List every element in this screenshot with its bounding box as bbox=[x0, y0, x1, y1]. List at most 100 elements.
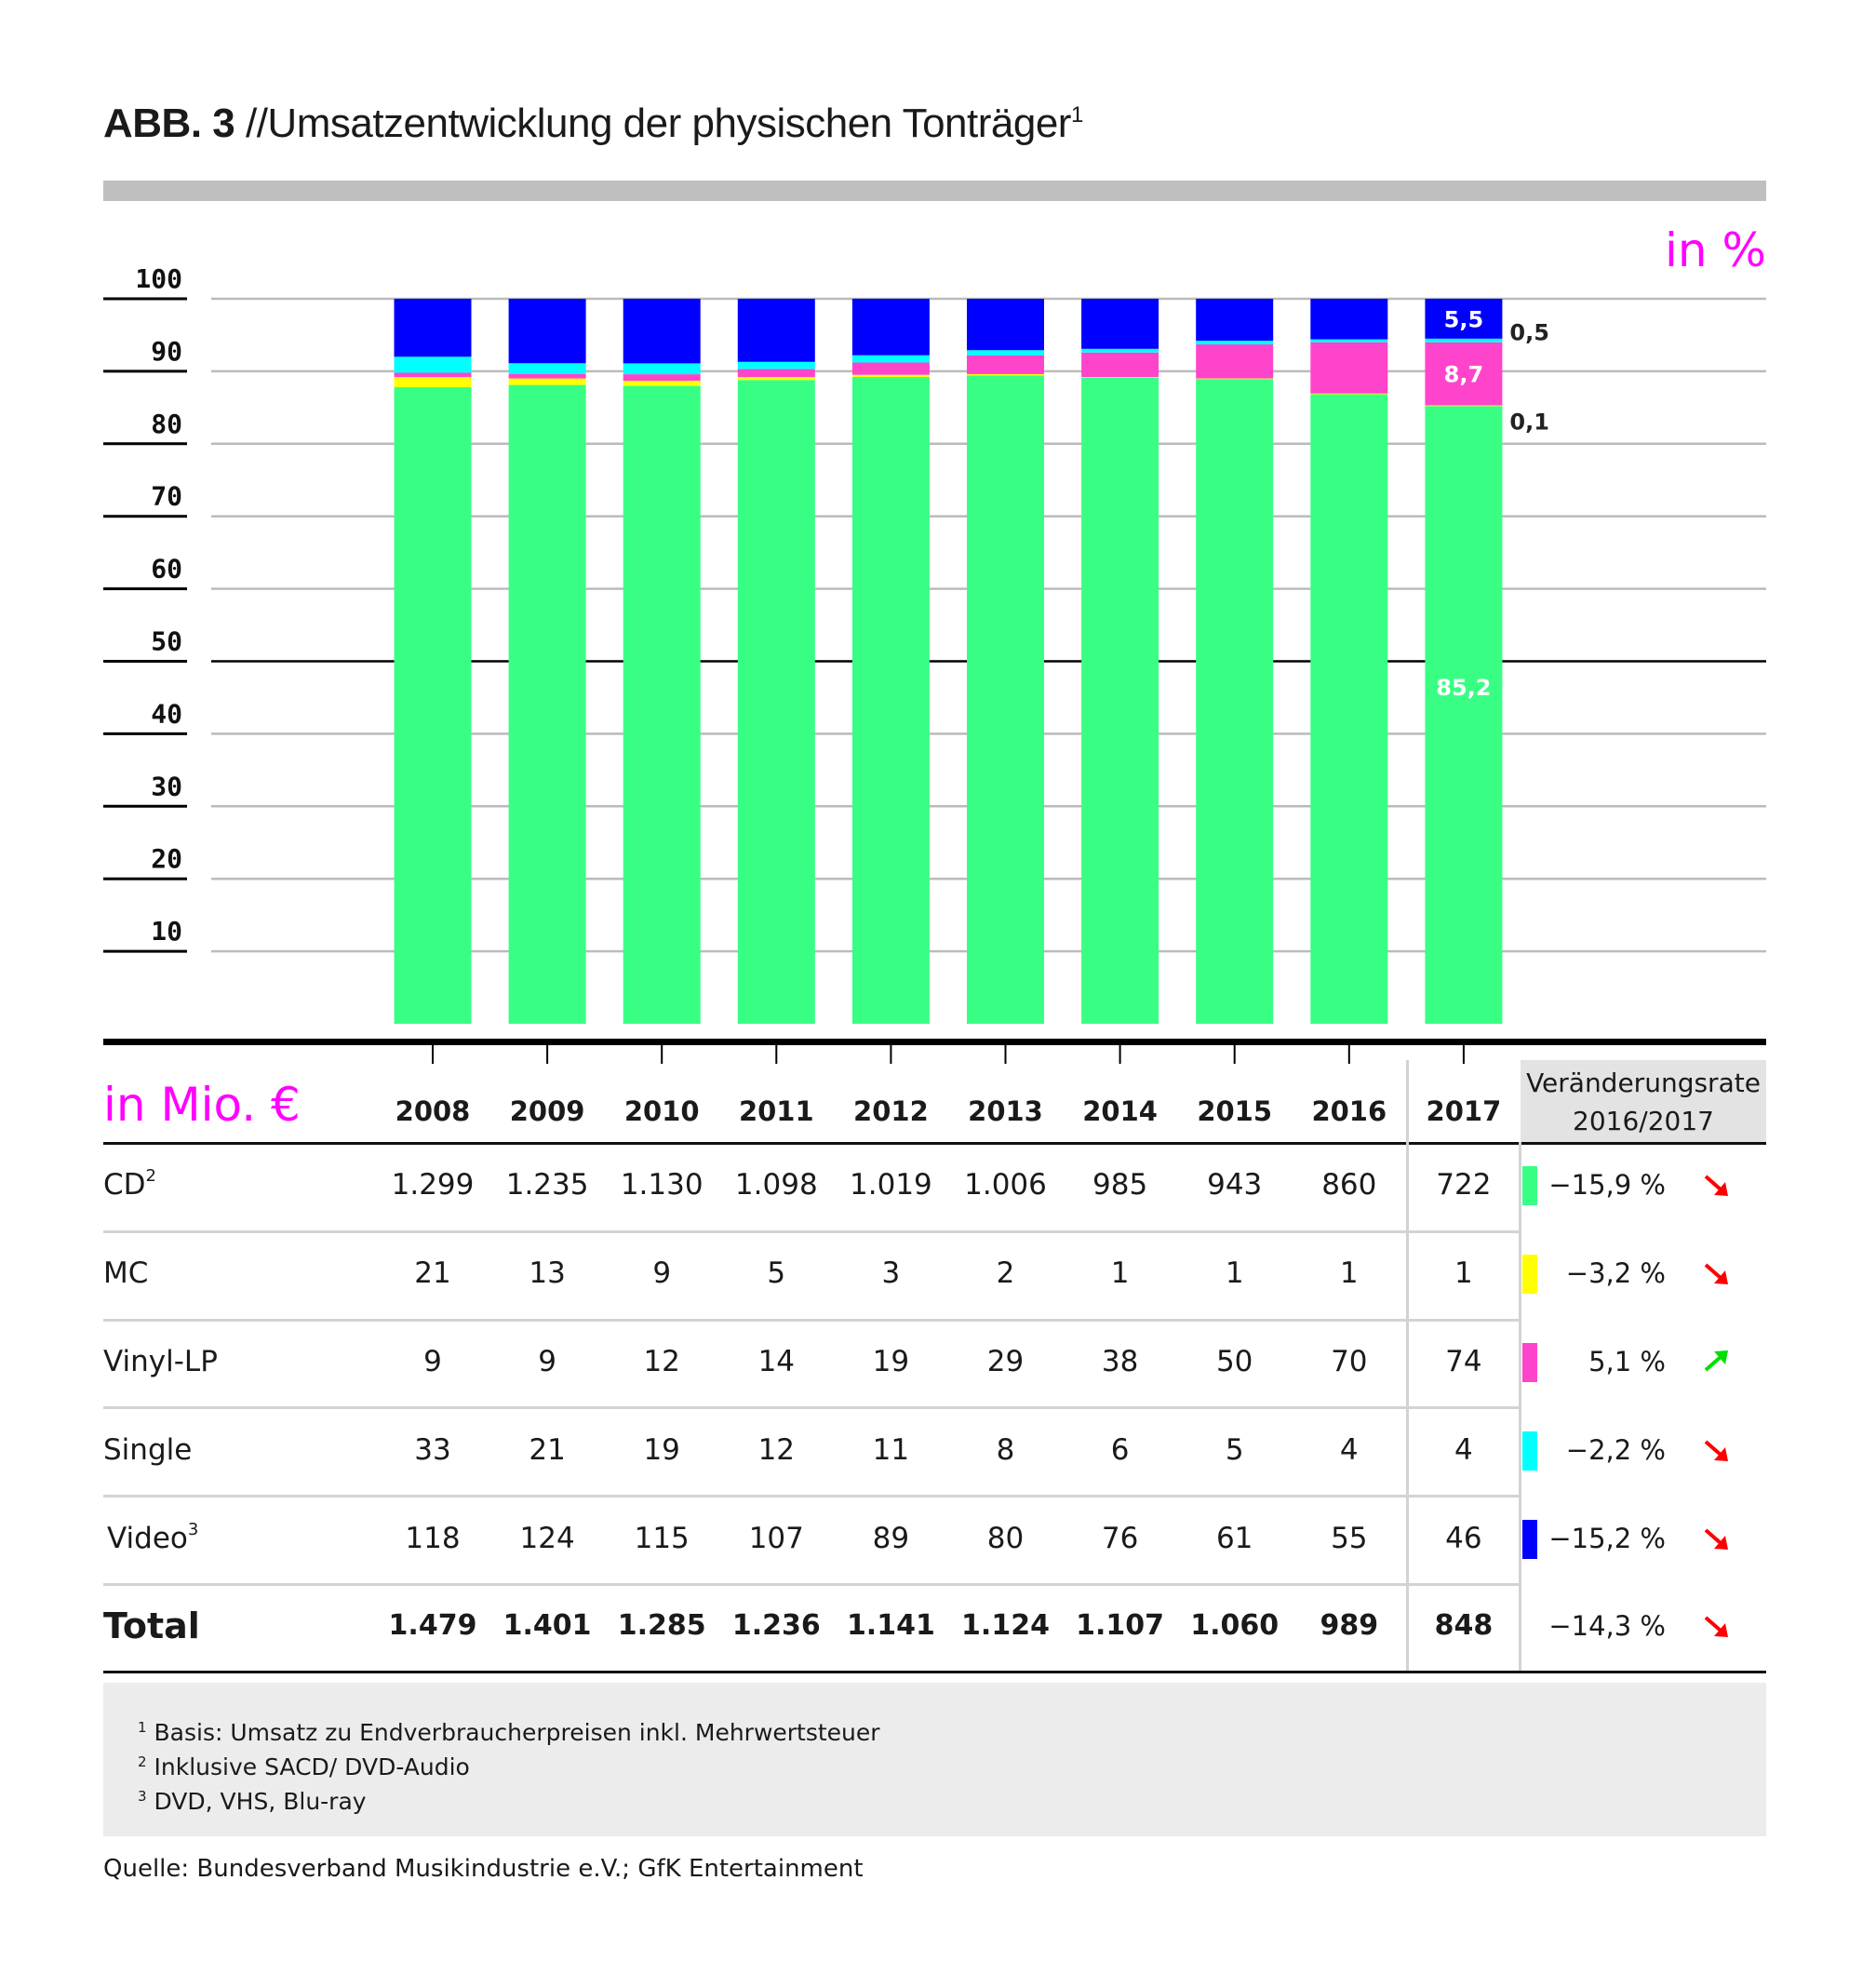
bar-segment-2010-video bbox=[623, 299, 701, 364]
rate-header-line1: Veränderungsrate bbox=[1526, 1068, 1761, 1098]
cell-total-2012: 1.141 bbox=[846, 1609, 935, 1643]
footnote-2: 2 Inklusive SACD/ DVD-Audio bbox=[138, 1753, 470, 1780]
bar-segment-2014-single bbox=[1081, 348, 1159, 353]
bar-segment-2008-cd bbox=[394, 387, 472, 1025]
y-tick-label-50: 50 bbox=[151, 626, 182, 657]
title-divider-bar bbox=[103, 181, 1766, 201]
footnote-text: Basis: Umsatz zu Endverbraucherpreisen i… bbox=[154, 1719, 880, 1746]
row-separator bbox=[103, 1229, 1519, 1233]
cell-total-2009: 1.401 bbox=[502, 1609, 592, 1643]
table-header-rule bbox=[103, 1142, 1766, 1145]
footnote-text: Inklusive SACD/ DVD-Audio bbox=[154, 1753, 470, 1780]
y-tick-label-10: 10 bbox=[151, 916, 182, 947]
bar-segment-2009-cd bbox=[508, 384, 586, 1024]
column-separator-rate bbox=[1519, 1142, 1521, 1672]
arrow-down-right-icon bbox=[1704, 1440, 1728, 1461]
bar-segment-2012-single bbox=[851, 355, 930, 363]
bar-segment-2008-mc bbox=[394, 377, 472, 388]
bar-segment-2009-single bbox=[508, 363, 586, 374]
y-tick-label-30: 30 bbox=[151, 771, 182, 801]
cell-mc-2012: 3 bbox=[881, 1256, 901, 1291]
legend-swatch-single bbox=[1522, 1431, 1537, 1471]
row-label-total: Total bbox=[103, 1605, 200, 1646]
column-separator-2017 bbox=[1406, 1060, 1409, 1672]
bar-segment-2010-cd bbox=[623, 385, 701, 1024]
cell-single-2010: 19 bbox=[643, 1432, 680, 1467]
x-axis-line bbox=[103, 1039, 1766, 1045]
bar-segment-2013-cd bbox=[967, 375, 1044, 1024]
rate-header-line2: 2016/2017 bbox=[1573, 1106, 1714, 1136]
rate-column-header: Veränderungsrate 2016/2017 bbox=[1521, 1060, 1766, 1142]
bar-segment-2013-single bbox=[967, 350, 1044, 356]
cell-cd-2016: 860 bbox=[1321, 1168, 1377, 1202]
row-separator bbox=[103, 1318, 1519, 1322]
chart-unit-label: in % bbox=[1665, 223, 1766, 277]
bar-segment-2013-vinyl-lp bbox=[967, 355, 1044, 374]
bar-segment-2012-video bbox=[851, 299, 930, 356]
bar-segment-2008-single bbox=[394, 356, 472, 373]
bar-segment-2016-mc bbox=[1310, 393, 1388, 395]
cell-single-2017: 4 bbox=[1454, 1432, 1473, 1467]
rate-vinyl-lp: 5,1 % bbox=[1588, 1346, 1666, 1377]
row-label-single: Single bbox=[103, 1433, 192, 1467]
row-label-text: Total bbox=[103, 1605, 200, 1647]
cell-vinyl-lp-2015: 50 bbox=[1215, 1345, 1253, 1378]
cell-cd-2017: 722 bbox=[1436, 1168, 1492, 1202]
label-2017-vinyl: 8,7 bbox=[1444, 362, 1484, 388]
arrow-up-right-icon bbox=[1704, 1350, 1728, 1372]
cell-mc-2009: 13 bbox=[529, 1256, 566, 1291]
cell-single-2009: 21 bbox=[529, 1432, 566, 1467]
cell-total-2008: 1.479 bbox=[388, 1609, 477, 1643]
x-axis-ticks bbox=[432, 1045, 1465, 1064]
bar-segment-2008-vinyl-lp bbox=[394, 372, 472, 378]
y-tick-label-60: 60 bbox=[151, 554, 182, 584]
cell-cd-2012: 1.019 bbox=[850, 1168, 932, 1202]
footnote-text: DVD, VHS, Blu-ray bbox=[154, 1788, 367, 1815]
rate-single: −2,2 % bbox=[1565, 1433, 1666, 1466]
cell-mc-2017: 1 bbox=[1454, 1256, 1473, 1291]
cell-vinyl-lp-2011: 14 bbox=[757, 1345, 796, 1378]
row-separator bbox=[103, 1406, 1519, 1410]
chart-labels: 5,5 8,7 85,2 0,5 0,1 bbox=[1436, 306, 1549, 700]
footnote-mark: 2 bbox=[138, 1753, 147, 1770]
bar-segment-2009-vinyl-lp bbox=[508, 373, 586, 379]
row-label-footnote-mark: 3 bbox=[187, 1519, 199, 1539]
bar-segment-2013-mc bbox=[967, 373, 1044, 376]
bar-segment-2008-video bbox=[394, 299, 472, 357]
year-header-2013: 2013 bbox=[968, 1095, 1043, 1127]
year-header-2016: 2016 bbox=[1311, 1095, 1387, 1127]
cell-total-2015: 1.060 bbox=[1190, 1609, 1280, 1643]
row-label-video: Video3 bbox=[107, 1519, 199, 1555]
arrow-down-right-icon bbox=[1704, 1616, 1728, 1638]
cell-video-2015: 61 bbox=[1215, 1521, 1253, 1555]
cell-cd-2015: 943 bbox=[1207, 1168, 1263, 1202]
row-separator bbox=[103, 1583, 1519, 1586]
cell-vinyl-lp-2013: 29 bbox=[986, 1345, 1025, 1378]
arrow-down-right-icon bbox=[1704, 1528, 1728, 1550]
cell-total-2013: 1.124 bbox=[961, 1609, 1050, 1643]
stacked-bar-chart: 10 20 30 40 50 60 70 80 90 100 5,5 8,7 85,2 0,5 0… bbox=[103, 263, 1766, 1064]
row-label-cd: CD2 bbox=[103, 1166, 156, 1202]
rate-cd: −15,9 % bbox=[1548, 1169, 1666, 1202]
title-text: //Umsatzentwicklung der physischen Tontr… bbox=[245, 101, 1071, 146]
bar-segment-2015-single bbox=[1196, 341, 1274, 345]
bar-segment-2014-video bbox=[1081, 299, 1159, 349]
chart-bars bbox=[394, 299, 1503, 1025]
cell-mc-2013: 2 bbox=[996, 1256, 1015, 1291]
year-header-2011: 2011 bbox=[738, 1095, 814, 1127]
rate-video: −15,2 % bbox=[1548, 1522, 1666, 1554]
label-2017-cd: 85,2 bbox=[1436, 675, 1491, 701]
chart-gridlines: 10 20 30 40 50 60 70 80 90 100 bbox=[103, 263, 1766, 953]
bar-segment-2014-vinyl-lp bbox=[1081, 352, 1159, 378]
cell-mc-2016: 1 bbox=[1339, 1256, 1359, 1291]
cell-single-2013: 8 bbox=[996, 1432, 1015, 1467]
cell-mc-2008: 21 bbox=[414, 1256, 451, 1291]
bar-segment-2016-video bbox=[1310, 299, 1388, 340]
y-tick-label-40: 40 bbox=[151, 698, 182, 729]
cell-total-2017: 848 bbox=[1434, 1609, 1494, 1643]
rate-mc: −3,2 % bbox=[1565, 1257, 1666, 1290]
y-tick-label-100: 100 bbox=[135, 263, 182, 294]
cell-vinyl-lp-2017: 74 bbox=[1445, 1345, 1482, 1378]
year-header-2009: 2009 bbox=[509, 1095, 585, 1127]
arrow-down-right-icon bbox=[1704, 1263, 1728, 1285]
